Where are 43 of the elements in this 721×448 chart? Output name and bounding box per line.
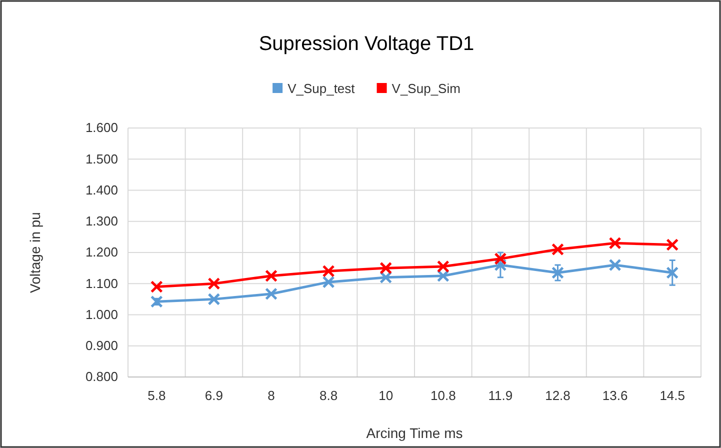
y-tick-label: 1.600 xyxy=(85,120,118,136)
point xyxy=(436,270,450,282)
point xyxy=(608,258,622,272)
x-tick-label: 6.9 xyxy=(204,388,223,404)
point xyxy=(322,264,335,278)
y-tick-label: 0.900 xyxy=(85,338,118,354)
y-tick-label: 0.800 xyxy=(85,369,118,384)
legend-label: V_Sup_Sim xyxy=(392,81,460,96)
point xyxy=(265,270,278,282)
x-tick-label: 11.9 xyxy=(488,388,513,404)
point xyxy=(380,271,392,284)
point xyxy=(608,236,622,250)
point xyxy=(494,252,507,265)
y-tick-label: 1.000 xyxy=(85,306,118,322)
y-tick-label: 1.100 xyxy=(85,276,118,291)
point xyxy=(208,277,220,290)
y-tick-label: 1.300 xyxy=(85,214,118,229)
point xyxy=(322,276,335,288)
point xyxy=(666,238,679,251)
legend-label: V_Sup_test xyxy=(288,81,356,96)
point xyxy=(150,280,163,293)
y-axis-title: Voltage in pu xyxy=(27,212,43,293)
point xyxy=(552,243,564,256)
x-tick-label: 8 xyxy=(268,388,275,404)
x-tick-label: 14.5 xyxy=(660,388,686,404)
x-tick-label: 12.8 xyxy=(545,388,570,404)
y-tick-label: 1.500 xyxy=(85,151,118,166)
x-axis-title: Arcing Time ms xyxy=(366,425,463,441)
x-tick-label: 13.6 xyxy=(602,388,628,404)
point xyxy=(380,262,392,274)
y-tick-label: 1.400 xyxy=(85,182,118,198)
point xyxy=(265,288,278,300)
point xyxy=(552,266,564,279)
point xyxy=(666,266,679,279)
x-tick-label: 5.8 xyxy=(148,388,166,404)
y-tick-label: 1.200 xyxy=(85,244,118,260)
point xyxy=(208,292,220,306)
x-tick-label: 8.8 xyxy=(320,388,338,404)
chart-title: Supression Voltage TD1 xyxy=(258,33,474,55)
x-tick-label: 10 xyxy=(378,388,394,404)
point xyxy=(150,295,163,308)
point xyxy=(436,260,450,273)
x-tick-label: 10.8 xyxy=(430,388,456,404)
